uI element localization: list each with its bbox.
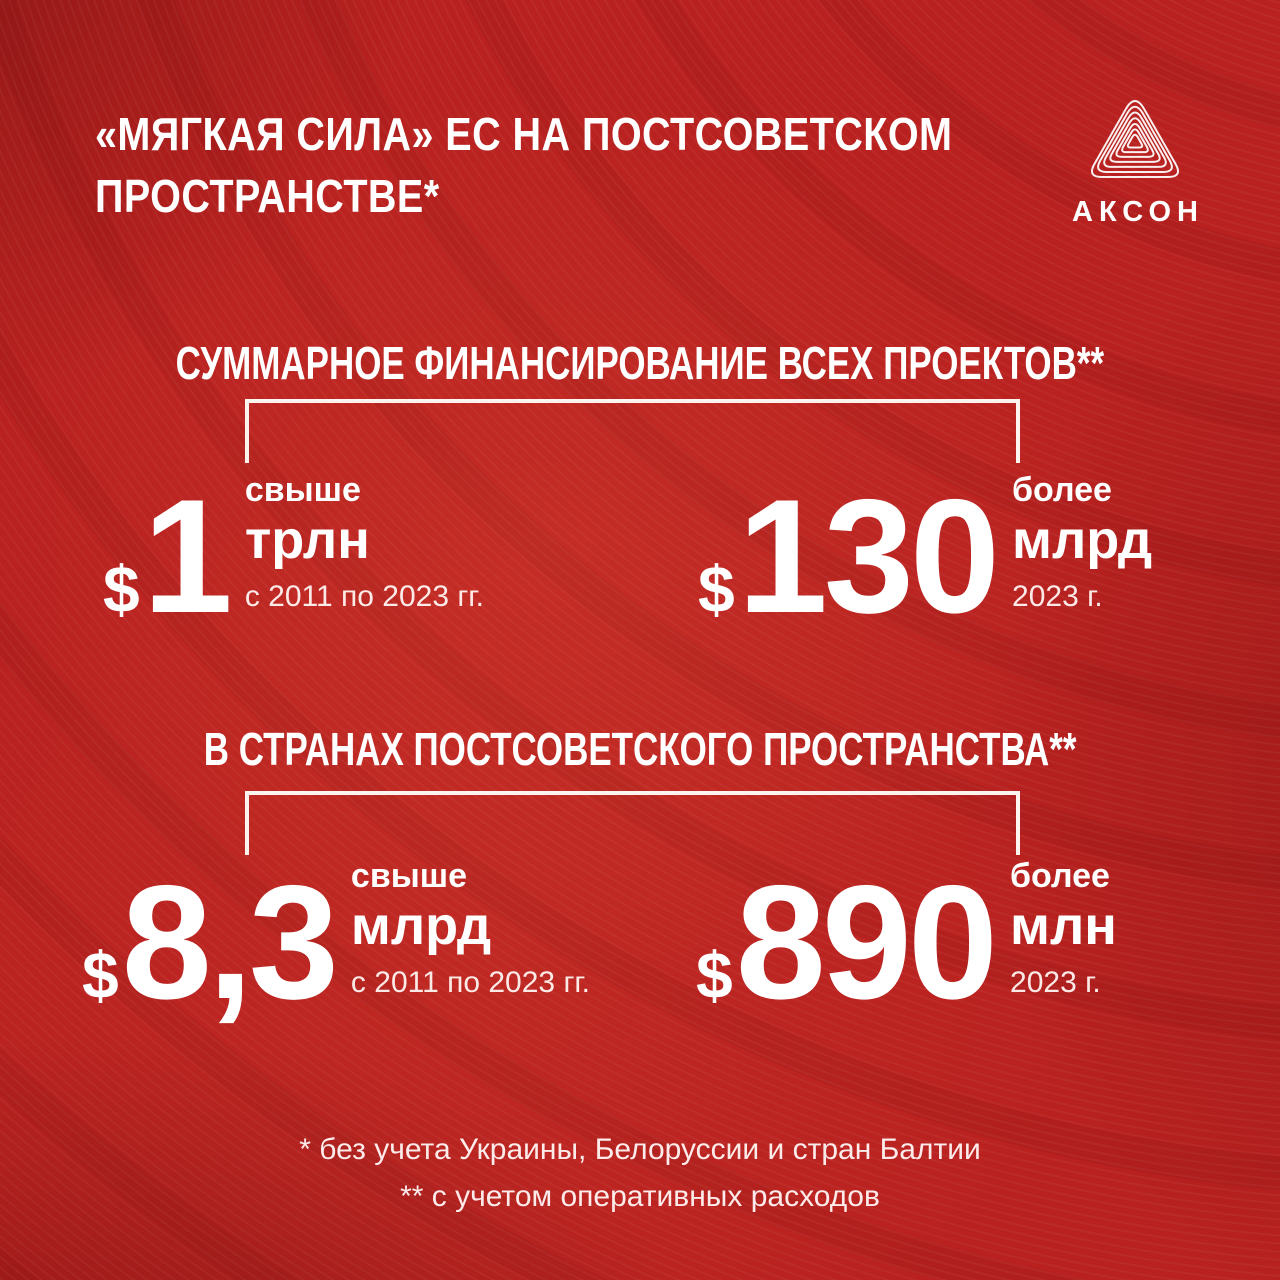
- footnote-2: ** с учетом оперативных расходов: [400, 1180, 880, 1213]
- stat-total-2023: $130 более млрд 2023 г.: [698, 471, 1153, 637]
- footnote-1: * без учета Украины, Белоруссии и стран …: [299, 1133, 981, 1166]
- stat-labels: свыше млрд с 2011 по 2023 гг.: [350, 857, 590, 1002]
- stat-amount: $1: [103, 476, 233, 638]
- akson-logo-text: АКСОН: [1072, 196, 1204, 228]
- stat-qualifier: более: [1010, 857, 1110, 895]
- stat-postsoviet-2023: $890 более млн 2023 г.: [696, 857, 1117, 1023]
- akson-logo: АКСОН: [1062, 88, 1208, 229]
- page-title-line-2: ПРОСТРАНСТВЕ*: [95, 170, 440, 222]
- stat-unit: млн: [1010, 896, 1117, 957]
- stat-period: с 2011 по 2023 гг.: [350, 966, 590, 1000]
- dollar-icon: $: [696, 938, 733, 1013]
- stat-period: 2023 г.: [1012, 580, 1103, 614]
- stat-unit: млрд: [350, 896, 492, 957]
- dollar-icon: $: [103, 552, 140, 627]
- dollar-icon: $: [82, 938, 119, 1013]
- stat-total-2011-2023: $1 свыше трлн с 2011 по 2023 гг.: [103, 471, 484, 637]
- footnotes: * без учета Украины, Белоруссии и стран …: [0, 1126, 1280, 1220]
- stat-value: 1: [142, 466, 233, 648]
- stat-labels: свыше трлн с 2011 по 2023 гг.: [244, 471, 484, 616]
- stat-period: 2023 г.: [1010, 966, 1101, 1000]
- stat-amount: $890: [696, 862, 998, 1024]
- stat-labels: более млн 2023 г.: [1010, 857, 1117, 1002]
- page-title-line-1: «МЯГКАЯ СИЛА» ЕС НА ПОСТСОВЕТСКОМ: [95, 108, 953, 160]
- stat-value: 130: [737, 466, 1000, 648]
- stat-period: с 2011 по 2023 гг.: [244, 580, 484, 614]
- stat-value: 890: [735, 852, 998, 1034]
- section-1-bracket: [245, 399, 1020, 463]
- concentric-triangles-icon: [1091, 100, 1179, 178]
- dollar-icon: $: [698, 552, 735, 627]
- stat-value: 8,3: [121, 852, 339, 1034]
- stat-qualifier: свыше: [350, 857, 468, 895]
- section-2-heading: В СТРАНАХ ПОСТСОВЕТСКОГО ПРОСТРАНСТВА**: [203, 723, 1077, 775]
- stat-unit: млрд: [1012, 510, 1153, 571]
- page-title: «МЯГКАЯ СИЛА» ЕС НА ПОСТСОВЕТСКОМ ПРОСТР…: [95, 103, 952, 227]
- stat-unit: трлн: [244, 510, 370, 571]
- stat-labels: более млрд 2023 г.: [1012, 471, 1153, 616]
- section-1-heading: СУММАРНОЕ ФИНАНСИРОВАНИЕ ВСЕХ ПРОЕКТОВ**: [175, 337, 1105, 389]
- section-2-bracket: [245, 791, 1020, 855]
- stat-qualifier: свыше: [244, 471, 361, 509]
- stat-amount: $130: [698, 476, 1000, 638]
- stat-amount: $8,3: [82, 862, 339, 1024]
- stat-qualifier: более: [1012, 471, 1112, 509]
- stat-postsoviet-2011-2023: $8,3 свыше млрд с 2011 по 2023 гг.: [82, 857, 590, 1023]
